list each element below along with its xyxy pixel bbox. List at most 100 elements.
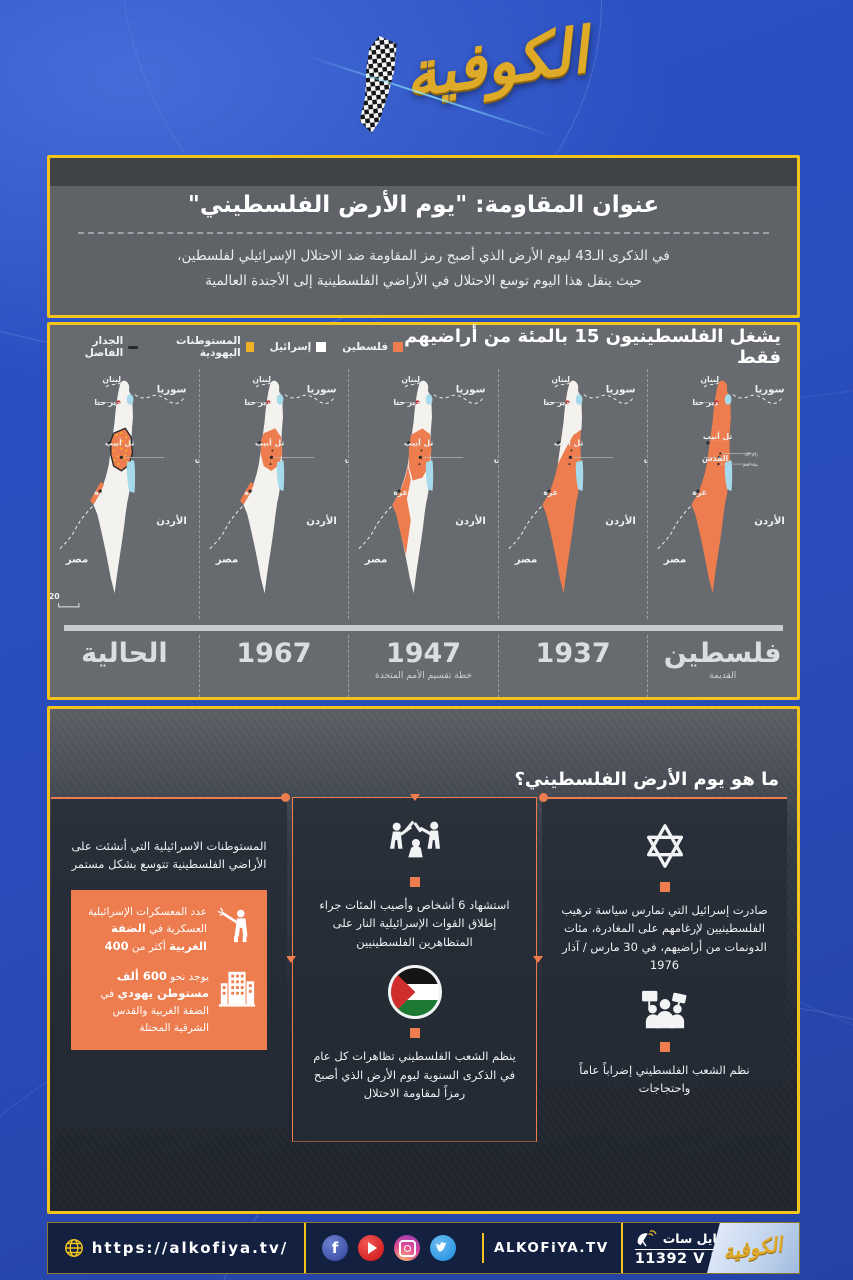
svg-text:الأردن: الأردن: [755, 514, 786, 527]
maps-header: يشغل الفلسطينيون 15 بالمئة من أراضيهم فق…: [50, 325, 797, 369]
svg-text:تل أبيب: تل أبيب: [404, 438, 433, 448]
intro-panel: عنوان المقاومة: "يوم الأرض الفلسطيني" في…: [47, 155, 800, 318]
svg-text:الأردن: الأردن: [605, 514, 636, 527]
card-settlements: المستوطنات الاسرائيلية التي أنشئت على ال…: [51, 793, 290, 1129]
maps-row: لبنان سوريا دير حنا تل أبيب القدس رام ال…: [50, 369, 797, 619]
svg-text:رام الله: رام الله: [745, 452, 759, 457]
star-of-david-icon: [646, 824, 683, 868]
svg-text:بيت لحم: بيت لحم: [743, 463, 758, 468]
connector-arrow: [533, 955, 543, 963]
svg-text:سوريا: سوريا: [456, 385, 486, 396]
protest-crowd-icon: [641, 990, 686, 1028]
svg-text:سوريا: سوريا: [306, 385, 336, 396]
twitter-icon[interactable]: [430, 1235, 456, 1261]
svg-text:تل أبيب: تل أبيب: [703, 431, 732, 441]
map-1967: لبنان سوريا دير حنا تل أبيب القدس غزة ال…: [200, 369, 350, 619]
svg-text:غزة: غزة: [244, 488, 259, 497]
legend-palestine: فلسطين: [342, 341, 404, 353]
map-1947: لبنان سوريا دير حنا تل أبيب القدس غزة ال…: [349, 369, 499, 619]
svg-text:دير حنا: دير حنا: [693, 398, 719, 407]
instagram-icon[interactable]: [394, 1235, 420, 1261]
svg-text:الأردن: الأردن: [156, 514, 187, 527]
card-text: نظم الشعب الفلسطيني إضراباً عاماً واحتجا…: [579, 1062, 750, 1095]
yellow-divider: [482, 1233, 484, 1263]
svg-text:غزة: غزة: [693, 488, 708, 497]
timeline-1967: 1967: [200, 635, 350, 697]
map-legend: فلسطين إسرائيل المستوطنات اليهودية الجدا…: [66, 335, 404, 359]
svg-text:دير حنا: دير حنا: [543, 398, 569, 407]
timeline-title: 1967: [236, 638, 312, 669]
main-title: عنوان المقاومة: "يوم الأرض الفلسطيني": [187, 192, 660, 218]
youtube-icon[interactable]: [358, 1235, 384, 1261]
connector-dot: [539, 793, 548, 802]
map-palestine-old: لبنان سوريا دير حنا تل أبيب القدس رام ال…: [648, 369, 797, 619]
timeline-subtitle: القديمة: [709, 670, 737, 681]
timeline-labels: فلسطين القديمة 1937 1947 خطة تقسيم الأمم…: [50, 635, 797, 697]
settlements-swatch: [245, 342, 254, 352]
timeline-1937: 1937: [499, 635, 649, 697]
buildings-icon: [218, 971, 256, 1007]
legend-label: الجدار الفاصل: [84, 335, 124, 359]
map-current: لبنان سوريا دير حنا تل أبيب القدس غزة ال…: [50, 369, 200, 619]
svg-text:دير حنا: دير حنا: [244, 398, 270, 407]
stat-military-camps: عدد المعسكرات الإسرائيلية العسكرية في ال…: [81, 904, 257, 956]
alkofiya-channel-logo: الكوفية: [330, 8, 592, 148]
card-martyrs: استشهاد 6 أشخاص وأصيب المئات جراء إطلاق …: [286, 794, 543, 1142]
svg-text:لبنان: لبنان: [551, 375, 570, 384]
palestine-flag-icon: [387, 965, 442, 1020]
timeline-title: 1947: [385, 638, 462, 669]
orange-bullet: [659, 1041, 670, 1052]
social-icons: f: [322, 1235, 456, 1261]
svg-text:لبنان: لبنان: [701, 375, 720, 384]
legend-israel: إسرائيل: [270, 341, 327, 353]
website-link[interactable]: https://alkofiya.tv/: [48, 1223, 306, 1273]
svg-text:تل أبيب: تل أبيب: [554, 438, 583, 448]
globe-icon: [64, 1239, 83, 1257]
intro-line-1: في الذكرى الـ43 ليوم الأرض الذي أصبح رمز…: [177, 248, 670, 264]
stat-settlers: يوجد نحو 600 ألف مستوطن يهودي في الضفة ا…: [81, 968, 257, 1036]
card-confiscation: صادرت إسرائيل التي تمارس سياسة ترهيب الف…: [539, 793, 787, 1095]
maps-headline: يشغل الفلسطينيون 15 بالمئة من أراضيهم فق…: [404, 326, 781, 368]
svg-text:سوريا: سوريا: [755, 385, 785, 396]
camera-glyph: [398, 1239, 416, 1257]
orange-bullet: [409, 877, 420, 887]
website-url[interactable]: https://alkofiya.tv/: [91, 1239, 289, 1257]
play-glyph: [367, 1242, 377, 1254]
svg-text:20 كم: 20 كم: [50, 592, 60, 601]
legend-wall: الجدار الفاصل: [66, 335, 139, 359]
svg-text:مصر: مصر: [364, 555, 388, 566]
svg-text:مصر: مصر: [663, 555, 687, 566]
orange-bullet: [409, 1028, 420, 1039]
timeline-palestine-old: فلسطين القديمة: [648, 635, 797, 697]
legend-label: فلسطين: [342, 341, 389, 353]
footer-logo: الكوفية: [721, 1231, 785, 1265]
brand-name: ALKOFiYA.TV: [494, 1240, 609, 1256]
svg-text:لبنان: لبنان: [252, 375, 271, 384]
svg-text:القدس: القدس: [344, 454, 348, 463]
stat-text: عدد المعسكرات الإسرائيلية العسكرية في ال…: [88, 905, 207, 953]
legend-label: إسرائيل: [269, 341, 312, 353]
card-text: استشهاد 6 أشخاص وأصيب المئات جراء إطلاق …: [319, 898, 510, 949]
map-1937: لبنان سوريا دير حنا تل أبيب القدس غزة ال…: [499, 369, 649, 619]
soldier-firing-icon: [217, 907, 248, 942]
palestine-swatch: [393, 342, 404, 352]
svg-text:القدس: القدس: [494, 454, 498, 463]
what-is-land-day-panel: ما هو يوم الأرض الفلسطيني؟ صادرت إسرائيل…: [47, 706, 800, 1214]
svg-text:دير حنا: دير حنا: [94, 398, 120, 407]
card-text: ينظم الشعب الفلسطيني تظاهرات كل عام في ا…: [313, 1049, 516, 1100]
svg-text:دير حنا: دير حنا: [394, 398, 420, 407]
svg-text:غزة: غزة: [94, 488, 109, 497]
card-text: صادرت إسرائيل التي تمارس سياسة ترهيب الف…: [561, 903, 768, 973]
facebook-icon[interactable]: f: [322, 1235, 348, 1261]
svg-text:القدس: القدس: [702, 454, 728, 463]
timeline-1947: 1947 خطة تقسيم الأمم المتحدة: [349, 635, 499, 697]
timeline-title: الحالية: [81, 638, 168, 669]
intro-line-2: حيث ينقل هذا اليوم توسع الاحتلال في الأر…: [205, 272, 642, 289]
israel-swatch: [316, 342, 327, 352]
svg-text:مصر: مصر: [514, 555, 538, 566]
svg-text:القدس: القدس: [195, 454, 199, 463]
legend-settlements: المستوطنات اليهودية: [154, 335, 254, 359]
card-text: المستوطنات الاسرائيلية التي أنشئت على ال…: [71, 839, 267, 872]
connector-arrow: [286, 955, 296, 963]
